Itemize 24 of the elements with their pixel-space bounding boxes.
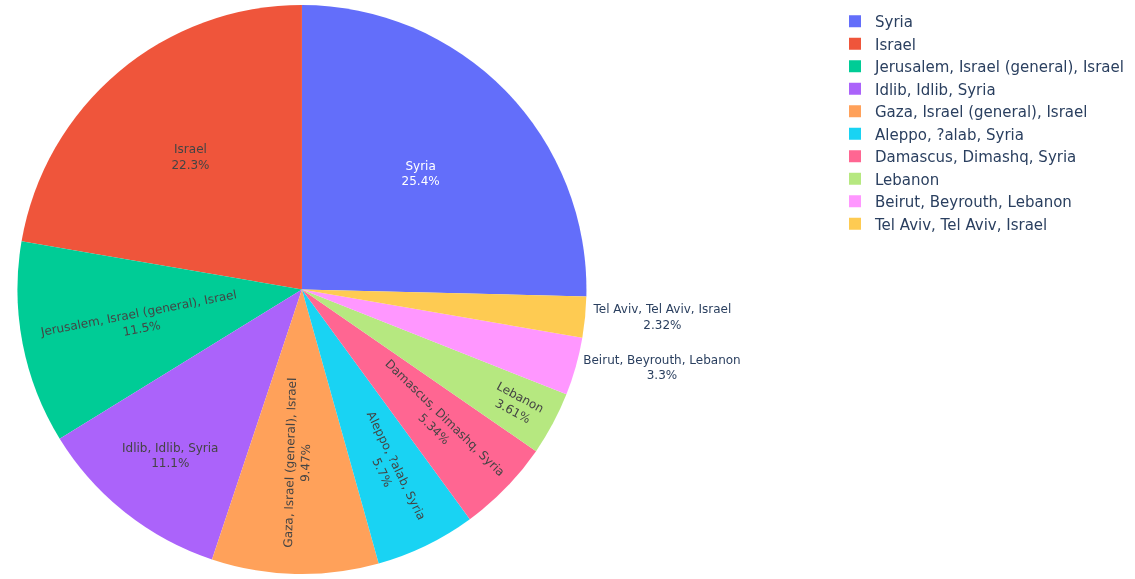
data-label: 11.1% bbox=[151, 456, 190, 471]
pie-slice bbox=[301, 5, 587, 297]
legend-label: Damascus, Dimashq, Syria bbox=[875, 148, 1077, 167]
slice-label: Gaza, Israel (general), Israel bbox=[280, 377, 299, 548]
legend-label: Gaza, Israel (general), Israel bbox=[875, 103, 1088, 122]
legend-label: Israel bbox=[875, 35, 916, 54]
legend-label: Lebanon bbox=[875, 170, 940, 189]
slice-label: Idlib, Idlib, Syria bbox=[121, 440, 219, 455]
legend-label: Tel Aviv, Tel Aviv, Israel bbox=[874, 215, 1048, 234]
legend-label: Syria bbox=[875, 13, 913, 32]
slice-label: Tel Aviv, Tel Aviv, Israel bbox=[592, 302, 732, 317]
data-label: 22.3% bbox=[171, 158, 210, 173]
slice-label: Beirut, Beyrouth, Lebanon bbox=[583, 352, 741, 367]
legend-label: Idlib, Idlib, Syria bbox=[875, 80, 996, 99]
legend-label: Jerusalem, Israel (general), Israel bbox=[874, 58, 1124, 77]
legend-label: Beirut, Beyrouth, Lebanon bbox=[875, 193, 1072, 212]
slice-label: Syria bbox=[405, 158, 436, 173]
slice-label: Israel bbox=[174, 142, 207, 157]
data-label: 2.32% bbox=[643, 318, 682, 333]
data-label: 9.47% bbox=[298, 443, 314, 483]
pie-slice bbox=[21, 5, 302, 290]
data-label: 3.3% bbox=[646, 368, 678, 383]
legend-label: Aleppo, ?alab, Syria bbox=[875, 125, 1024, 144]
data-label: 25.4% bbox=[401, 174, 440, 189]
